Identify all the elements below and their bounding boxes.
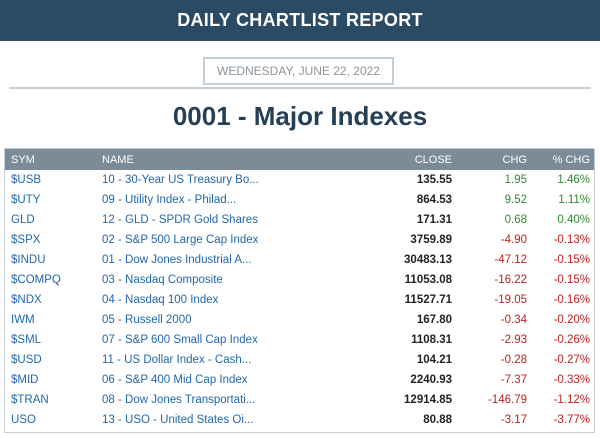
change-value: -47.12 xyxy=(494,254,527,266)
column-header-chg[interactable]: CHG xyxy=(502,153,527,166)
change-value: -0.28 xyxy=(500,354,527,366)
symbol-link[interactable]: $SPX xyxy=(11,234,41,246)
close-value: 864.53 xyxy=(416,194,452,206)
pct-change-value: -0.26% xyxy=(553,334,590,346)
name-link[interactable]: 07 - S&P 600 Small Cap Index xyxy=(102,334,258,346)
pct-change-value: -0.27% xyxy=(553,354,590,366)
column-header-sym[interactable]: SYM xyxy=(11,153,35,166)
name-link[interactable]: 08 - Dow Jones Transportati... xyxy=(102,394,256,406)
name-link[interactable]: 10 - 30-Year US Treasury Bo... xyxy=(102,174,259,186)
change-value: -7.37 xyxy=(500,374,527,386)
close-value: 30483.13 xyxy=(404,254,452,266)
table-row[interactable]: IWM 05 - Russell 2000 167.80 -0.34 -0.20% xyxy=(5,310,594,330)
pct-change-value: 1.11% xyxy=(558,194,590,206)
table-row[interactable]: $SML 07 - S&P 600 Small Cap Index 1108.31 -… xyxy=(5,330,594,350)
table-row[interactable]: $NDX 04 - Nasdaq 100 Index 11527.71 -19.05 -… xyxy=(5,290,594,310)
name-link[interactable]: 06 - S&P 400 Mid Cap Index xyxy=(102,374,248,386)
symbol-link[interactable]: $USB xyxy=(11,174,42,186)
symbol-link[interactable]: $USD xyxy=(11,354,42,366)
change-value: -4.90 xyxy=(500,234,527,246)
column-header-close[interactable]: CLOSE xyxy=(414,153,452,166)
table-row[interactable]: $SPX 02 - S&P 500 Large Cap Index 3759.89 -… xyxy=(5,230,594,250)
close-value: 3759.89 xyxy=(410,234,452,246)
name-link[interactable]: 03 - Nasdaq Composite xyxy=(102,274,223,286)
pct-change-value: -0.20% xyxy=(553,314,590,326)
close-value: 1108.31 xyxy=(411,334,452,346)
table-row[interactable]: GLD 12 - GLD - SPDR Gold Shares 171.31 0.68… xyxy=(5,210,594,230)
change-value: -2.93 xyxy=(500,334,527,346)
symbol-link[interactable]: GLD xyxy=(11,214,35,226)
pct-change-value: -0.15% xyxy=(553,274,590,286)
name-link[interactable]: 01 - Dow Jones Industrial A... xyxy=(102,254,252,266)
pct-change-value: -1.12% xyxy=(553,394,590,406)
name-link[interactable]: 13 - USO - United States Oi... xyxy=(102,414,254,426)
change-value: -19.05 xyxy=(494,294,527,306)
name-link[interactable]: 05 - Russell 2000 xyxy=(102,314,192,326)
name-link[interactable]: 11 - US Dollar Index - Cash... xyxy=(102,354,252,366)
name-link[interactable]: 02 - S&P 500 Large Cap Index xyxy=(102,234,259,246)
report-date: WEDNESDAY, JUNE 22, 2022 xyxy=(203,57,394,85)
table-row[interactable]: $COMPQ 03 - Nasdaq Composite 11053.08 -16.2… xyxy=(5,270,594,290)
close-value: 167.80 xyxy=(416,314,452,326)
pct-change-value: 0.40% xyxy=(557,214,590,226)
change-value: -3.17 xyxy=(500,414,527,426)
symbol-link[interactable]: $COMPQ xyxy=(11,274,61,286)
change-value: -146.79 xyxy=(487,394,527,406)
pct-change-value: 1.46% xyxy=(557,174,590,186)
table-row[interactable]: $TRAN 08 - Dow Jones Transportati... 12914… xyxy=(5,390,594,410)
date-divider xyxy=(9,87,591,89)
column-header-name[interactable]: NAME xyxy=(102,153,134,166)
table-row[interactable]: $UTY 09 - Utility Index - Philad... 864.53… xyxy=(5,190,594,210)
symbol-link[interactable]: $MID xyxy=(11,374,39,386)
symbol-link[interactable]: $NDX xyxy=(11,294,42,306)
table-row[interactable]: $INDU 01 - Dow Jones Industrial A... 30483… xyxy=(5,250,594,270)
close-value: 11053.08 xyxy=(404,274,452,286)
close-value: 80.88 xyxy=(423,414,452,426)
pct-change-value: -0.13% xyxy=(553,234,590,246)
table-row[interactable]: USO 13 - USO - United States Oi... 80.88 -3… xyxy=(5,410,594,430)
symbol-link[interactable]: USO xyxy=(11,414,36,426)
pct-change-value: -3.77% xyxy=(553,414,590,426)
quotes-table-container: SYM NAME CLOSE CHG % CHG $USB 10 - 30-Yea… xyxy=(4,148,595,433)
pct-change-value: -0.33% xyxy=(553,374,590,386)
name-link[interactable]: 12 - GLD - SPDR Gold Shares xyxy=(102,214,258,226)
close-value: 104.21 xyxy=(416,354,452,366)
table-row[interactable]: $MID 06 - S&P 400 Mid Cap Index 2240.93 -7.… xyxy=(5,370,594,390)
table-header-row: SYM NAME CLOSE CHG % CHG xyxy=(5,149,594,170)
symbol-link[interactable]: $SML xyxy=(11,334,42,346)
close-value: 135.55 xyxy=(416,174,452,186)
symbol-link[interactable]: $TRAN xyxy=(11,394,49,406)
table-row[interactable]: $USB 10 - 30-Year US Treasury Bo... 135.55… xyxy=(5,170,594,190)
symbol-link[interactable]: IWM xyxy=(11,314,35,326)
close-value: 11527.71 xyxy=(404,294,452,306)
change-value: -0.34 xyxy=(500,314,527,326)
pct-change-value: -0.16% xyxy=(553,294,590,306)
pct-change-value: -0.15% xyxy=(553,254,590,266)
change-value: 9.52 xyxy=(504,194,527,206)
name-link[interactable]: 04 - Nasdaq 100 Index xyxy=(102,294,219,306)
symbol-link[interactable]: $UTY xyxy=(11,194,41,206)
name-link[interactable]: 09 - Utility Index - Philad... xyxy=(102,194,237,206)
change-value: -16.22 xyxy=(494,274,527,286)
table-row[interactable]: $USD 11 - US Dollar Index - Cash... 104.21… xyxy=(5,350,594,370)
change-value: 1.95 xyxy=(504,174,527,186)
symbol-link[interactable]: $INDU xyxy=(11,254,46,266)
date-section: WEDNESDAY, JUNE 22, 2022 xyxy=(0,41,600,90)
change-value: 0.68 xyxy=(504,214,527,226)
close-value: 171.31 xyxy=(416,214,452,226)
quotes-table: SYM NAME CLOSE CHG % CHG $USB 10 - 30-Yea… xyxy=(5,149,594,430)
close-value: 2240.93 xyxy=(410,374,452,386)
column-header-pct-chg[interactable]: % CHG xyxy=(552,153,590,166)
report-header-title: DAILY CHARTLIST REPORT xyxy=(177,10,423,30)
report-header: DAILY CHARTLIST REPORT xyxy=(0,0,600,41)
close-value: 12914.85 xyxy=(404,394,452,406)
chartlist-title: 0001 - Major Indexes xyxy=(172,101,428,131)
